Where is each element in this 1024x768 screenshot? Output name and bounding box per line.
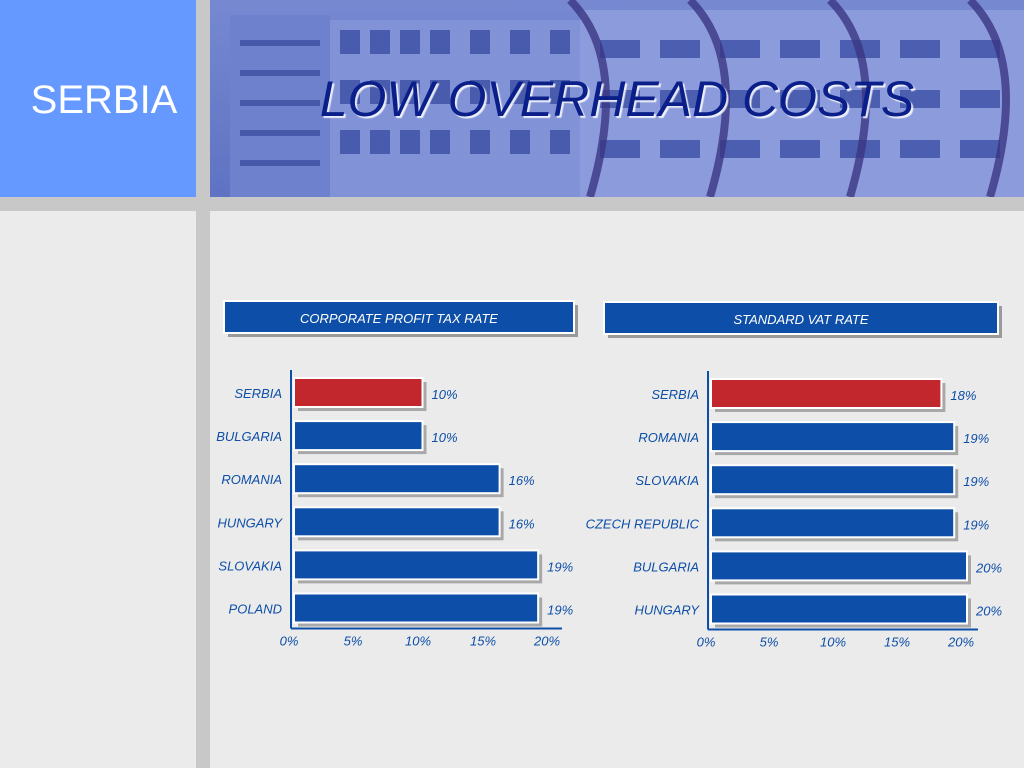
value-label: 16% [509, 516, 535, 531]
value-label: 19% [547, 559, 573, 574]
page-title: LOW OVERHEAD COSTS [319, 71, 915, 127]
category-label: HUNGARY [634, 603, 700, 618]
x-tick-label: 20% [947, 635, 974, 650]
building-photo [210, 0, 1024, 197]
horizontal-divider [0, 197, 1024, 211]
value-label: 10% [432, 430, 458, 445]
bar-poland [293, 592, 540, 624]
value-label: 20% [975, 604, 1002, 619]
bar-romania [293, 463, 501, 495]
x-tick-label: 15% [884, 635, 910, 650]
x-tick-label: 10% [820, 635, 846, 650]
value-label: 16% [509, 473, 535, 488]
x-tick-label: 10% [405, 634, 431, 649]
chart-title-box [223, 300, 575, 334]
bar-czech-republic [710, 507, 956, 539]
value-label: 18% [950, 388, 976, 403]
chart-title: CORPORATE PROFIT TAX RATE [300, 311, 498, 326]
x-tick-label: 0% [280, 634, 299, 649]
bar-bulgaria [710, 550, 968, 582]
value-label: 20% [975, 560, 1002, 575]
category-label: BULGARIA [216, 429, 282, 444]
category-label: POLAND [229, 602, 282, 617]
value-label: 19% [963, 431, 989, 446]
value-label: 19% [547, 603, 573, 618]
bar-hungary [293, 506, 501, 538]
bar-slovakia [710, 464, 956, 496]
value-label: 19% [963, 474, 989, 489]
chart-corporate-profit-tax: CORPORATE PROFIT TAX RATE SERBIA 10% BULGAR… [216, 300, 578, 649]
category-label: SLOVAKIA [635, 473, 699, 488]
category-label: SERBIA [651, 387, 699, 402]
category-label: CZECH REPUBLIC [586, 516, 700, 531]
chart-standard-vat: STANDARD VAT RATE SERBIA 18% ROMANIA 19% SLOV… [586, 301, 1002, 650]
bar-serbia [293, 377, 424, 408]
x-tick-label: 15% [470, 634, 496, 649]
bar-romania [710, 421, 956, 453]
category-label: ROMANIA [221, 472, 282, 487]
chart-title-box [603, 301, 999, 335]
category-label: SLOVAKIA [218, 558, 282, 573]
x-tick-label: 20% [533, 634, 560, 649]
x-tick-label: 5% [760, 635, 779, 650]
category-label: SERBIA [234, 386, 282, 401]
category-label: BULGARIA [633, 559, 699, 574]
category-label: HUNGARY [217, 515, 283, 530]
category-label: ROMANIA [638, 430, 699, 445]
x-tick-label: 0% [697, 635, 716, 650]
value-label: 19% [963, 517, 989, 532]
country-panel [0, 0, 196, 197]
country-label: SERBIA [30, 78, 178, 122]
header-banner-image [210, 0, 1024, 197]
chart-title: STANDARD VAT RATE [733, 312, 868, 327]
bar-bulgaria [293, 420, 424, 452]
value-label: 10% [432, 387, 458, 402]
bar-slovakia [293, 549, 540, 581]
bar-hungary [710, 593, 968, 625]
bar-serbia [710, 378, 943, 409]
vertical-divider [196, 0, 210, 768]
x-tick-label: 5% [344, 634, 363, 649]
